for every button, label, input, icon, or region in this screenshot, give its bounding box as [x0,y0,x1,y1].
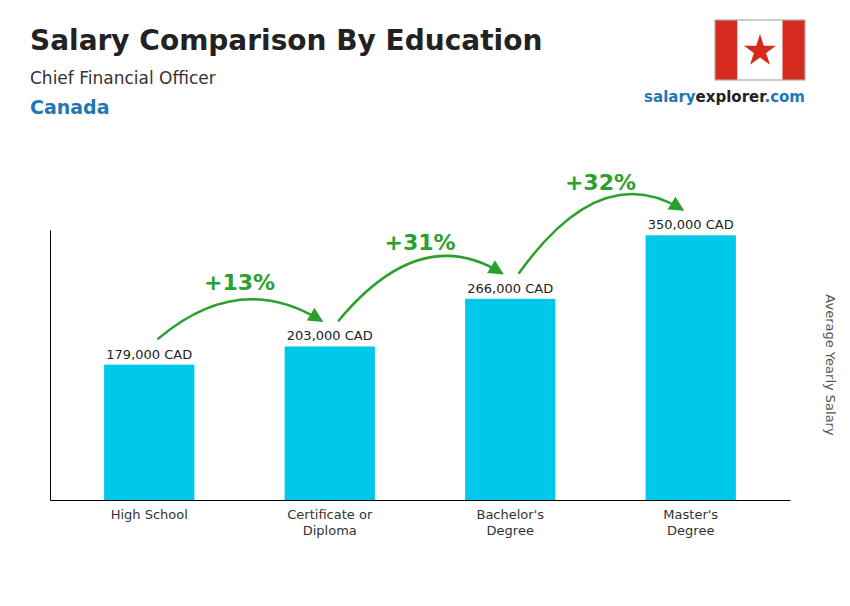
x-tick-label-line: Master's [663,507,718,522]
value-label: 350,000 CAD [648,217,734,232]
x-tick: Master'sDegree [663,507,718,538]
value-label: 203,000 CAD [287,328,373,343]
flag-leaf [744,34,776,65]
x-tick-label-line: Bachelor's [476,507,544,522]
x-tick: High School [111,507,188,522]
change-arrow [519,194,681,273]
x-axis: High School Certificate orDiploma Bachelor… [51,501,791,538]
bar [646,235,736,500]
y-axis-line [50,231,51,501]
site: salaryexplorer.com [644,88,805,106]
flag-band [783,20,806,80]
x-tick-label: High School [111,507,188,522]
flag-center [738,20,783,80]
x-tick: Bachelor'sDegree [476,507,544,538]
change-label: +32% [565,170,636,195]
change-arrow [158,299,320,338]
x-tick: Certificate orDiploma [287,507,373,538]
x-tick-label-line: Degree [667,523,714,538]
site-part: salary [644,88,696,106]
x-tick-label: Bachelor'sDegree [476,507,544,538]
value-label: 266,000 CAD [467,281,553,296]
site-part: .com [764,88,805,106]
y-axis-label: Average Yearly Salary [823,294,838,436]
flag [715,20,805,80]
x-tick-label: Certificate orDiploma [287,507,373,538]
x-tick-label-line: High School [111,507,188,522]
x-tick-label: Master'sDegree [663,507,718,538]
x-tick-label-line: Certificate or [287,507,373,522]
change-arrows: +13% +31% +32% [158,170,681,338]
y-axis [50,231,51,501]
flag-band [715,20,738,80]
bar [465,299,555,500]
change-label: +13% [204,270,275,295]
subtitle: Chief Financial Officer [30,68,216,88]
site-part: explorer [696,88,768,106]
title: Salary Comparison By Education [30,24,542,57]
value-labels: 179,000 CAD 203,000 CAD 266,000 CAD 350,000… [106,217,733,361]
chart: Salary Comparison By Education Chief Fina… [0,0,850,606]
bar [104,365,194,500]
x-tick-label-line: Diploma [303,523,357,538]
change-arrow [339,256,501,321]
change-label: +31% [384,230,455,255]
x-axis-line [51,500,791,501]
value-label: 179,000 CAD [106,347,192,362]
x-tick-label-line: Degree [487,523,534,538]
bars [104,235,736,500]
bar [285,346,375,500]
flag-border [715,20,805,80]
country: Canada [30,96,110,118]
